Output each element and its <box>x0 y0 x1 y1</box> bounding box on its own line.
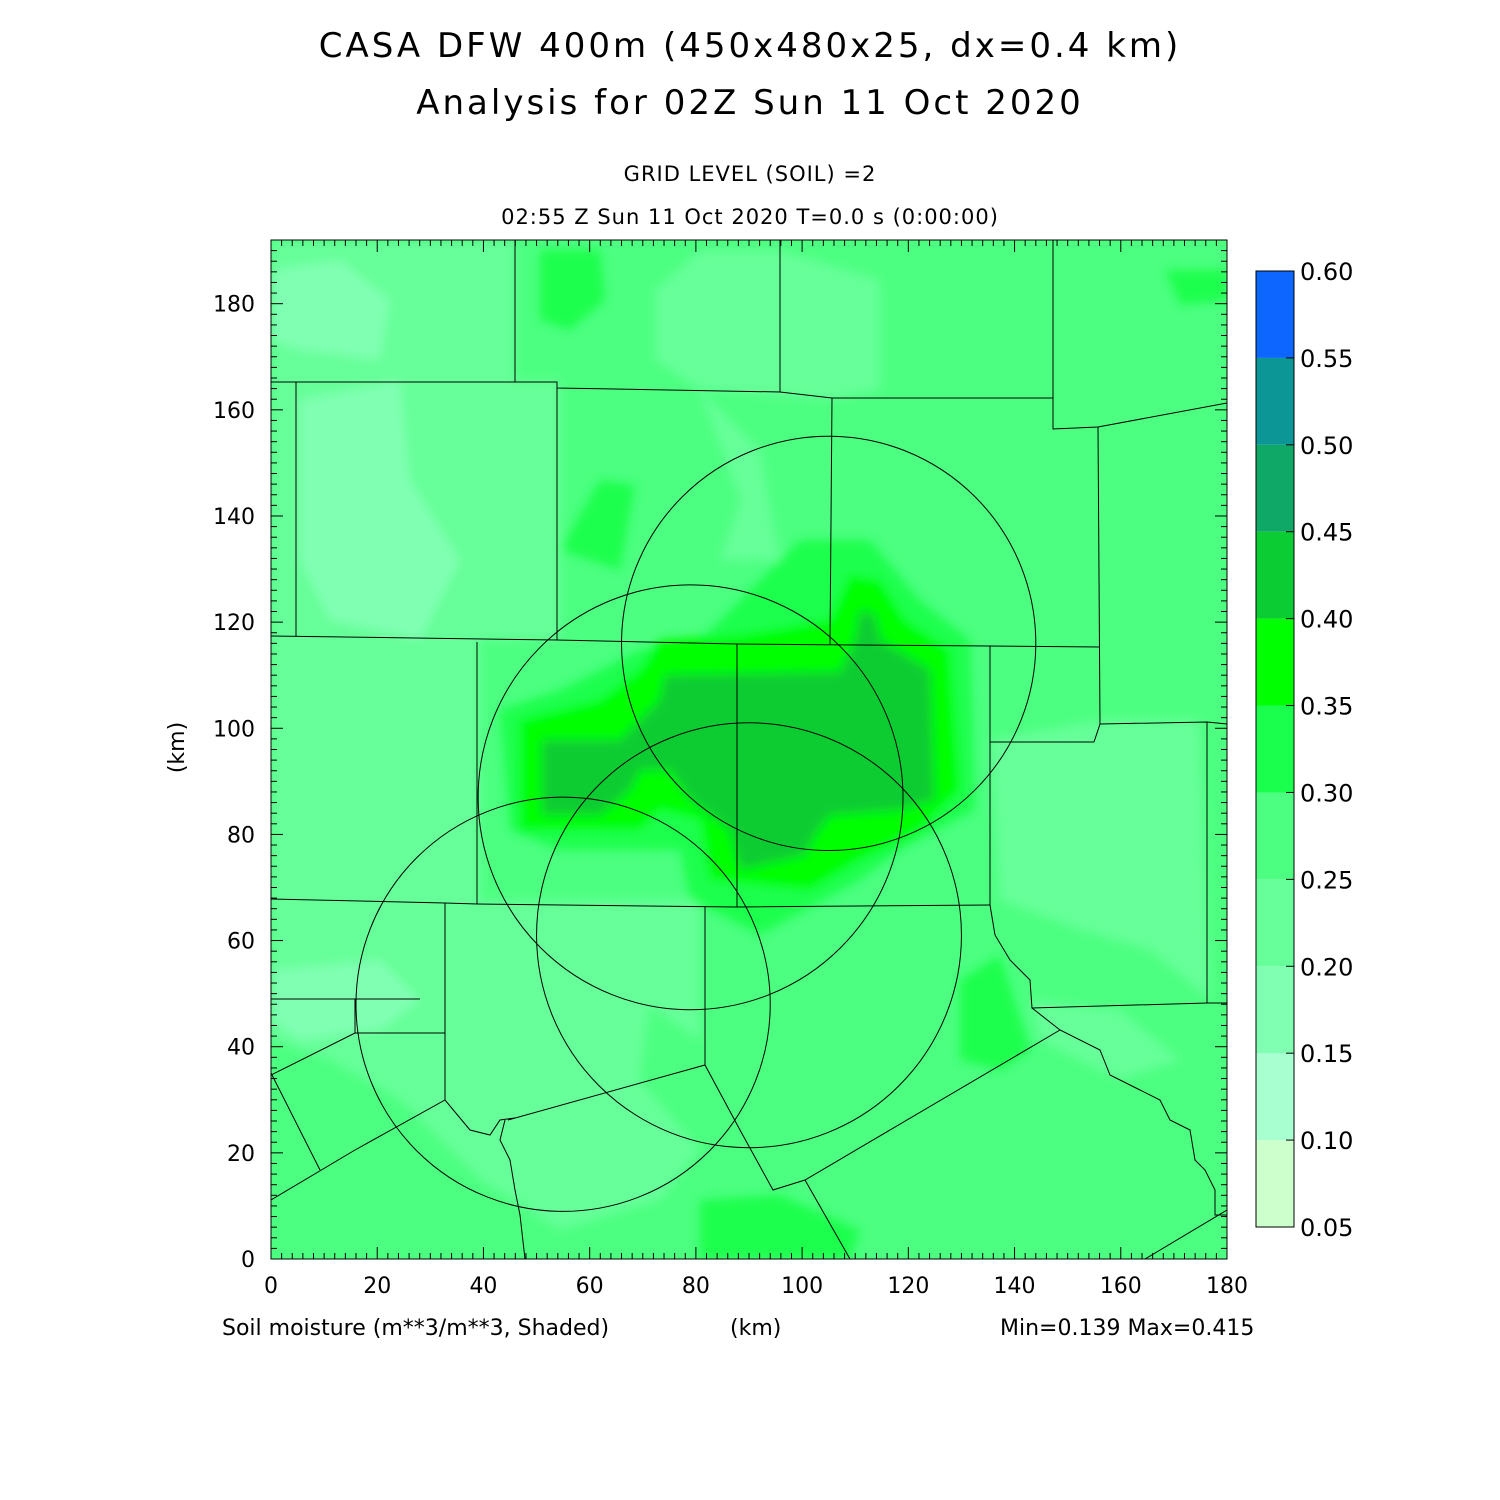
county-line <box>804 1179 851 1259</box>
x-tick-label: 120 <box>887 1274 929 1299</box>
y-tick-label: 120 <box>213 611 255 636</box>
field-region-light <box>1030 1000 1180 1080</box>
colorbar-label: 0.20 <box>1300 953 1353 981</box>
field-region-lightest <box>300 380 460 640</box>
chart-title-line1: CASA DFW 400m (450x480x25, dx=0.4 km) <box>318 26 1182 66</box>
shaded-field <box>271 240 1227 1259</box>
colorbar-swatch <box>1256 357 1294 445</box>
colorbar-swatch <box>1256 618 1294 706</box>
county-line <box>507 1029 1061 1191</box>
grid-level-label: GRID LEVEL (SOIL) =2 <box>623 162 877 186</box>
y-tick-label: 60 <box>227 930 255 955</box>
colorbar-labels: 0.05 0.10 0.15 0.20 0.25 0.30 0.35 0.40 0.45 0.50… <box>1300 258 1353 1242</box>
field-region-light <box>530 900 700 1040</box>
colorbar-swatch <box>1256 271 1294 358</box>
colorbar-label: 0.25 <box>1300 866 1353 894</box>
chart-title-line2: Analysis for 02Z Sun 11 Oct 2020 <box>416 83 1084 123</box>
radar-coverage-rings <box>355 435 1037 1212</box>
colorbar-swatch <box>1256 444 1294 532</box>
colorbar <box>1255 270 1295 1228</box>
axis-ticks <box>270 239 1228 1260</box>
colorbar-swatch <box>1256 1140 1294 1227</box>
county-line <box>271 898 991 908</box>
x-tick-label: 140 <box>994 1274 1036 1299</box>
county-line <box>1144 1209 1227 1259</box>
field-region-lightest <box>271 960 420 1040</box>
x-tick-label: 40 <box>469 1274 497 1299</box>
colorbar-swatch <box>1256 966 1294 1054</box>
x-axis-label: (km) <box>730 1316 782 1341</box>
radar-ring-2 <box>477 584 904 1011</box>
county-line <box>499 1119 526 1259</box>
county-line <box>271 381 1227 430</box>
radar-ring-4 <box>355 796 771 1212</box>
y-tick-label: 140 <box>213 505 255 530</box>
y-tick-label: 20 <box>227 1142 255 1167</box>
colorbar-swatch <box>1256 879 1294 967</box>
y-tick-label: 100 <box>213 717 255 742</box>
x-tick-label: 160 <box>1100 1274 1142 1299</box>
radar-ring-1 <box>621 435 1037 851</box>
colorbar-label: 0.50 <box>1300 432 1353 460</box>
colorbar-swatch <box>1256 792 1294 880</box>
field-region-moist <box>960 955 1030 1070</box>
county-line <box>989 904 1208 1009</box>
colorbar-label: 0.30 <box>1300 779 1353 807</box>
x-tick-label: 100 <box>781 1274 823 1299</box>
colorbar-label: 0.55 <box>1300 345 1353 373</box>
colorbar-swatch <box>1256 531 1294 619</box>
colorbar-label: 0.40 <box>1300 606 1353 634</box>
field-region-moist <box>1165 270 1227 305</box>
field-region-wettest <box>542 610 935 870</box>
colorbar-label: 0.15 <box>1300 1040 1353 1068</box>
field-region-moist <box>700 1195 860 1259</box>
county-boundaries <box>271 240 1227 1259</box>
field-region-light <box>271 240 780 560</box>
colorbar-label: 0.10 <box>1300 1127 1353 1155</box>
y-tick-label: 40 <box>227 1036 255 1061</box>
variable-label: Soil moisture (m**3/m**3, Shaded) <box>222 1316 610 1341</box>
y-tick-label: 80 <box>227 823 255 848</box>
x-tick-label: 180 <box>1206 1274 1248 1299</box>
field-region-light <box>655 250 880 400</box>
field-region-light <box>271 640 480 900</box>
field-region-lightest <box>271 260 390 360</box>
x-tick-label: 80 <box>682 1274 710 1299</box>
colorbar-label: 0.45 <box>1300 519 1353 547</box>
axis-tick-labels: 0 20 40 60 80 100 120 140 160 180 0 20 40 60 80 100 120 1… <box>213 293 1248 1299</box>
x-tick-label: 20 <box>363 1274 391 1299</box>
y-tick-label: 0 <box>241 1248 255 1273</box>
field-region-moist <box>560 480 635 570</box>
colorbar-label: 0.60 <box>1300 258 1353 286</box>
county-line <box>271 1072 321 1171</box>
colorbar-label: 0.35 <box>1300 693 1353 721</box>
x-tick-label: 0 <box>264 1274 278 1299</box>
colorbar-frame <box>1255 270 1295 1228</box>
x-tick-label: 60 <box>576 1274 604 1299</box>
colorbar-swatch <box>1256 705 1294 793</box>
county-line <box>271 1099 516 1201</box>
county-line <box>1031 1007 1227 1216</box>
county-line <box>829 397 833 645</box>
y-tick-label: 180 <box>213 293 255 318</box>
valid-time-label: 02:55 Z Sun 11 Oct 2020 T=0.0 s (0:00:00… <box>501 205 999 229</box>
y-tick-label: 160 <box>213 399 255 424</box>
y-axis-label: (km) <box>165 721 191 774</box>
colorbar-swatch <box>1256 1053 1294 1141</box>
field-region-light <box>990 720 1210 1000</box>
colorbar-label: 0.05 <box>1300 1214 1353 1242</box>
radar-ring-3 <box>536 722 962 1149</box>
min-max-stats: Min=0.139 Max=0.415 <box>1000 1316 1255 1341</box>
field-region-moist <box>540 250 605 330</box>
